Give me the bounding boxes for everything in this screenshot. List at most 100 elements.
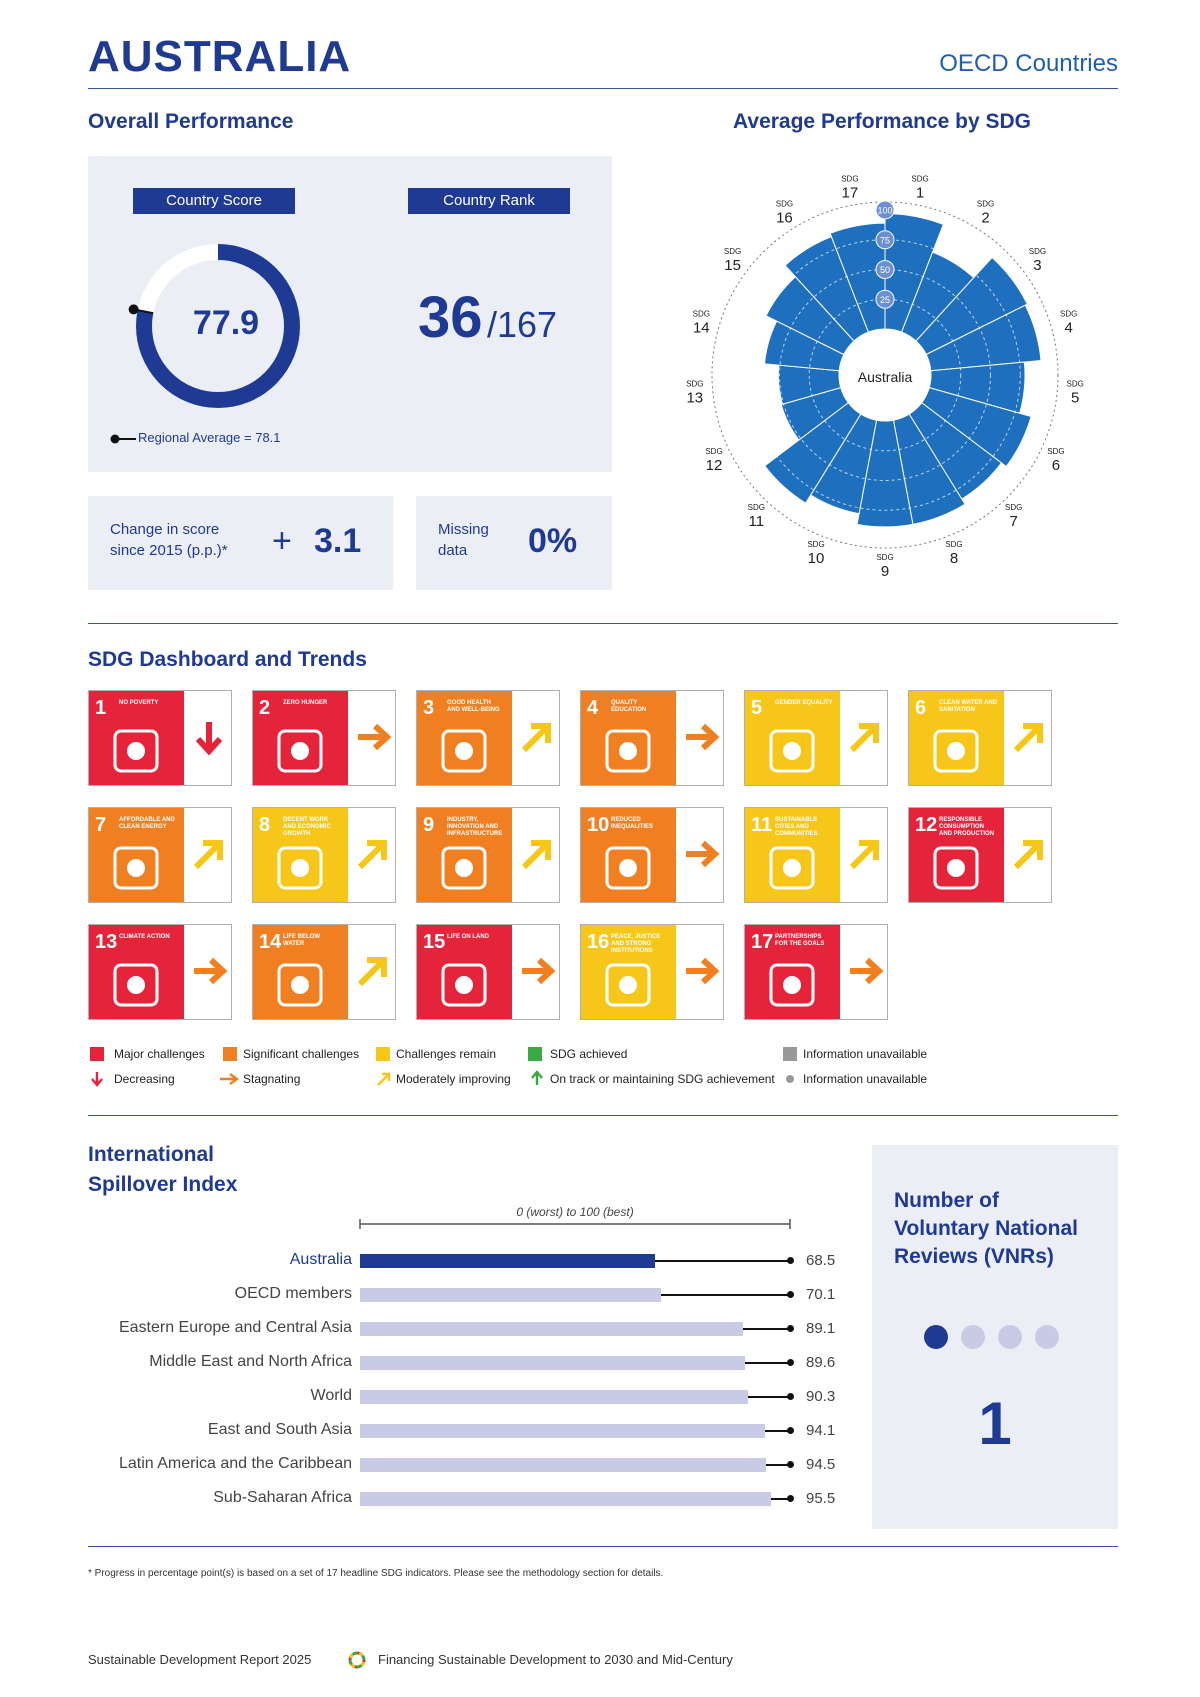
sdg-goal-icon (605, 846, 651, 890)
spillover-scale-bracket (359, 1219, 791, 1229)
sdg-tile-13: 13 Climate action (88, 924, 232, 1020)
spillover-row-value: 89.1 (806, 1320, 836, 1337)
sdg-tile-number: 16 (587, 931, 610, 953)
sdg-tile-title: Partnerships for the goals (775, 934, 825, 947)
trend-up-right-arrow-icon (357, 957, 387, 987)
sdg-tile-number: 13 (95, 931, 118, 953)
country-group: OECD Countries (939, 50, 1118, 77)
radar-sdg-prefix: SDG (1005, 503, 1022, 512)
spillover-bar (360, 1390, 749, 1404)
radar-sdg-label: 5 (1071, 390, 1079, 407)
change-label-1: Change in score (110, 521, 220, 538)
sdg-tile-1: 1 No poverty (88, 690, 232, 786)
spillover-gap-line (764, 1430, 790, 1432)
sdg-tile-number: 12 (915, 814, 938, 836)
sdg-tile-status: 13 Climate action (89, 925, 184, 1019)
trend-right-arrow-icon (358, 723, 392, 751)
score-panel: Country Score Country Rank 77.9 Regional… (88, 156, 612, 472)
sdg-tile-8: 8 Decent work and economic growth (252, 807, 396, 903)
sdg-tile-title: Gender equality (775, 700, 833, 706)
sdg-tile-title: No poverty (119, 700, 159, 706)
sdg-tile-status: 1 No poverty (89, 691, 184, 785)
rank-total: /167 (486, 304, 558, 345)
spillover-row-value: 68.5 (806, 1252, 836, 1269)
radar-sdg-label: 17 (842, 184, 859, 201)
sdg-goal-icon (933, 846, 979, 890)
trend-up-right-arrow-icon (849, 723, 879, 753)
section-divider-1 (88, 623, 1118, 624)
radar-sdg-prefix: SDG (693, 310, 710, 319)
spillover-row-label: Middle East and North Africa (149, 1353, 352, 1370)
spillover-bar (360, 1322, 744, 1336)
spillover-endpoint-dot (787, 1359, 794, 1366)
sdg-tile-number: 3 (423, 697, 435, 719)
sdg-tile-status: 5 Gender equality (745, 691, 840, 785)
score-donut (128, 244, 300, 408)
sdg-goal-icon (605, 963, 651, 1007)
sdg-tile-number: 2 (259, 697, 271, 719)
sdg-tile-status: 10 Reduced inequalities (581, 808, 676, 902)
rank-block: 36 /167 (418, 284, 557, 351)
radar-sdg-label: 8 (950, 550, 958, 567)
sdg-tile-title: Reduced inequalities (611, 817, 654, 830)
vnr-count: 1 (978, 1390, 1012, 1457)
radar-sdg-prefix: SDG (724, 247, 741, 256)
spillover-row-value: 95.5 (806, 1490, 836, 1507)
radar-ring-badge (875, 260, 895, 279)
sdg-tile-15: 15 Life on land (416, 924, 560, 1020)
trend-right-arrow-icon (522, 957, 556, 985)
radar-sdg-label: 9 (881, 563, 889, 580)
regional-average-text: Regional Average = 78.1 (138, 430, 281, 445)
spillover-row-label: Sub-Saharan Africa (213, 1489, 352, 1506)
spillover-row-label: East and South Asia (207, 1421, 352, 1438)
section-divider-2 (88, 1115, 1118, 1116)
sdg-tile-14: 14 Life below water (252, 924, 396, 1020)
overall-heading: Overall Performance (88, 110, 294, 133)
radar-ring-badge (875, 289, 895, 309)
spillover-bar (360, 1288, 662, 1302)
footer-left: Sustainable Development Report 2025 (88, 1652, 312, 1667)
sdg-tile-3: 3 Good health and well-being (416, 690, 560, 786)
radar-gridline (719, 209, 1051, 541)
legend-stagnating: Stagnating (243, 1072, 301, 1086)
sdg-tile-status: 6 Clean water and sanitation (909, 691, 1004, 785)
change-value: 3.1 (314, 522, 362, 560)
sdg-tile-status: 12 Responsible consumption and production (909, 808, 1004, 902)
spillover-row-label: OECD members (234, 1285, 352, 1302)
missing-panel: Missing data 0% (416, 496, 612, 590)
sdg-tile-title: Climate action (119, 934, 170, 940)
sdg-wheel-icon (348, 1651, 366, 1669)
spillover-scale-label: 0 (worst) to 100 (best) (516, 1205, 634, 1219)
sdg-tile-10: 10 Reduced inequalities (580, 807, 724, 903)
spillover-gap-line (661, 1294, 790, 1296)
sdg-tile-status: 11 Sustainable cities and communities (745, 808, 840, 902)
spillover-row-value: 94.1 (806, 1422, 836, 1439)
radar-sdg-prefix: SDG (776, 200, 793, 209)
info-dot-icon (786, 1075, 794, 1083)
header-divider (88, 88, 1118, 89)
radar-sdg-prefix: SDG (705, 447, 722, 456)
sdg-goal-icon (769, 846, 815, 890)
spillover-gap-line (654, 1260, 790, 1262)
sdg-tile-12: 12 Responsible consumption and production (908, 807, 1052, 903)
radar-sdg-label: 12 (706, 457, 723, 474)
spillover-bar (360, 1458, 767, 1472)
radar-sdg-prefix: SDG (977, 200, 994, 209)
sdg-tile-number: 11 (751, 814, 773, 836)
spillover-row-label: Australia (289, 1251, 352, 1268)
sdg-tile-title: Decent work and economic growth (283, 817, 331, 837)
sdg-tile-4: 4 Quality education (580, 690, 724, 786)
radar-sdg-prefix: SDG (911, 174, 928, 183)
sdg-goal-icon (441, 729, 487, 773)
change-sign: + (272, 522, 292, 560)
country-title: AUSTRALIA (88, 32, 352, 81)
spillover-row-label: World (310, 1387, 353, 1404)
sdg-tile-6: 6 Clean water and sanitation (908, 690, 1052, 786)
trend-down-arrow-icon (195, 722, 223, 756)
radar-gridline (779, 269, 991, 481)
trend-up-right-arrow-icon (193, 840, 223, 870)
regional-average-marker (110, 434, 136, 444)
sdg-tile-number: 6 (915, 697, 927, 719)
legend-remain: Challenges remain (396, 1047, 497, 1061)
sdg-tile-9: 9 Industry, innovation and infrastructure (416, 807, 560, 903)
